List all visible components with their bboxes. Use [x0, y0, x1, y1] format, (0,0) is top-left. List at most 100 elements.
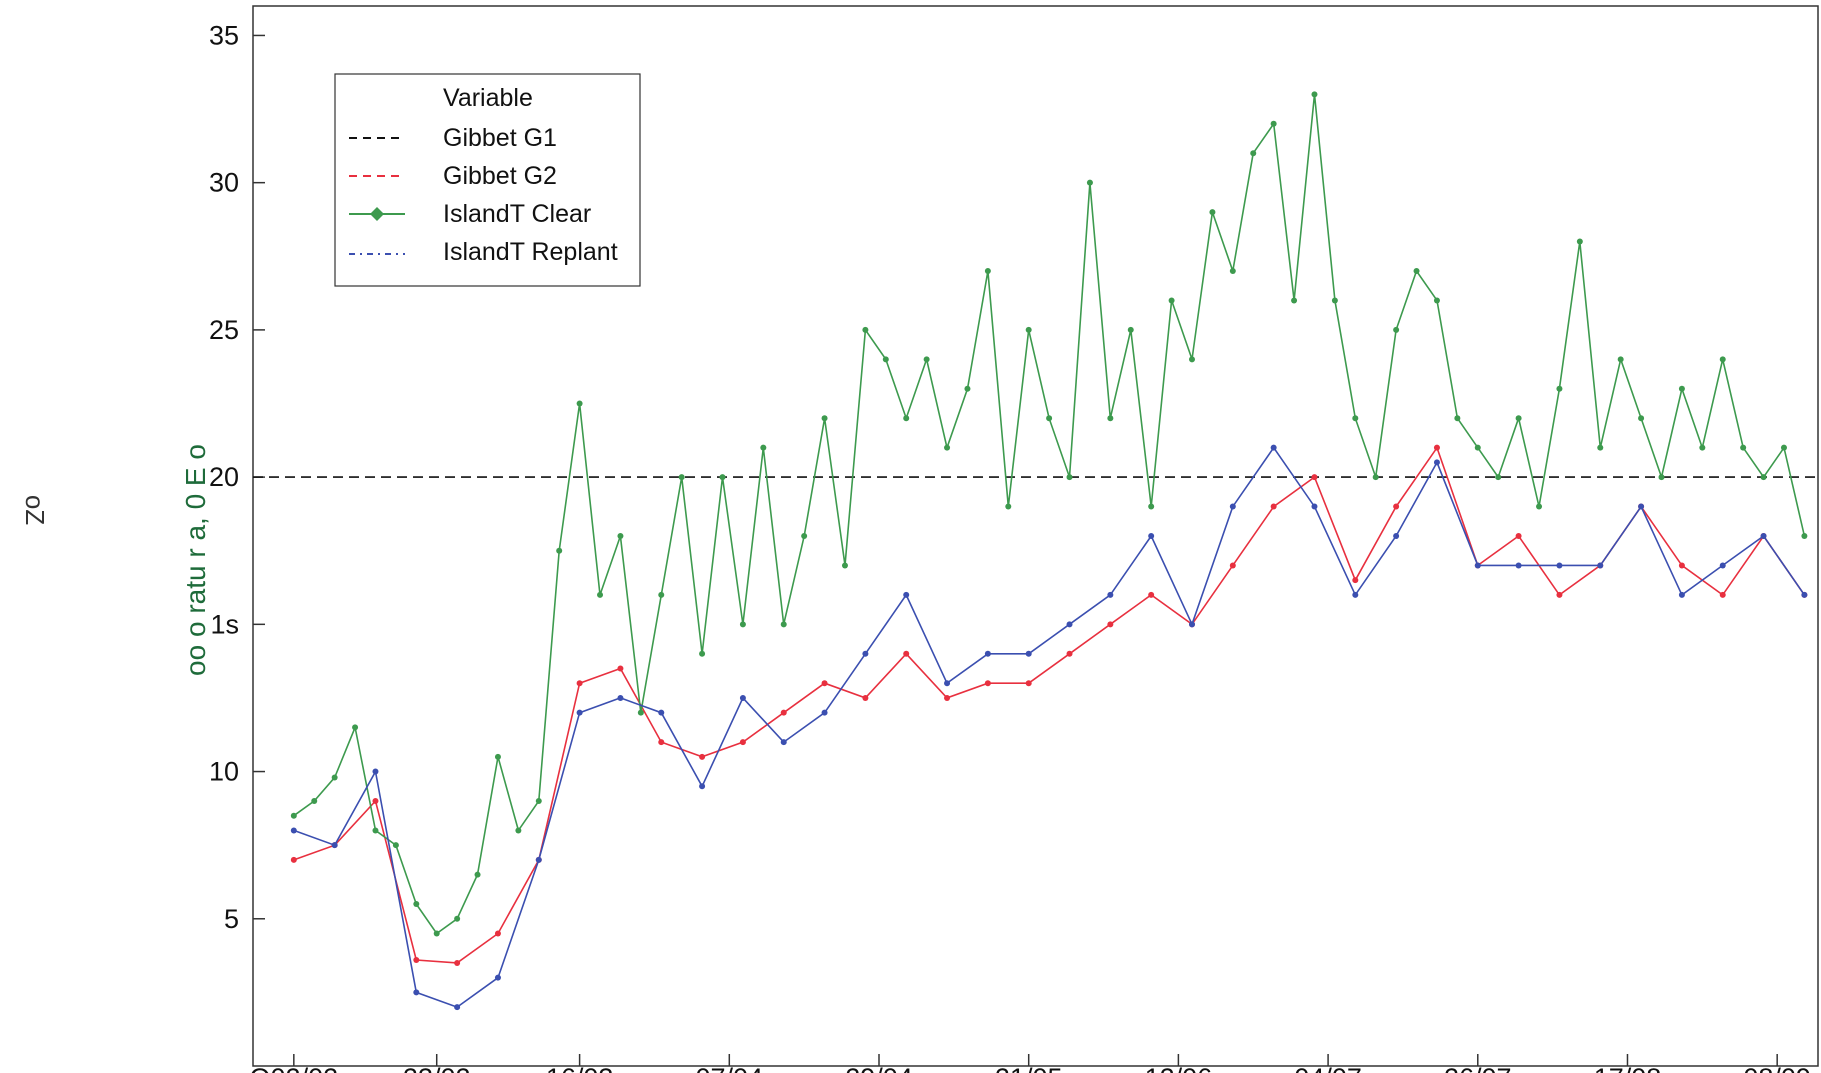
point-gibbet-g2-25 [1311, 474, 1318, 481]
point-gibbet-g2-10 [699, 753, 706, 760]
point-islandt-clear-70 [1719, 356, 1726, 363]
point-islandt-clear-42 [1148, 503, 1155, 510]
point-islandt-clear-69 [1699, 444, 1706, 451]
series-line-gibbet-g2 [293, 445, 1806, 964]
point-islandt-clear-17 [637, 709, 644, 716]
point-islandt-clear-22 [739, 621, 746, 628]
point-gibbet-g2-20 [1107, 621, 1114, 628]
point-islandt-clear-20 [699, 650, 706, 657]
point-islandt-clear-32 [944, 444, 951, 451]
point-islandt-clear-21 [719, 474, 726, 481]
series-line-islandt-replant [293, 446, 1806, 1008]
point-gibbet-g2-31 [1556, 591, 1563, 598]
point-islandt-replant-18 [1025, 650, 1032, 657]
legend-label-gibbet-g2: Gibbet G2 [443, 162, 557, 190]
point-islandt-replant-35 [1719, 562, 1726, 569]
point-gibbet-g2-18 [1025, 680, 1032, 687]
side-mark: oZ [20, 495, 50, 525]
point-islandt-replant-17 [984, 650, 991, 657]
point-gibbet-g2-27 [1393, 503, 1400, 510]
x-tick-label-5: 21/05 [995, 1063, 1063, 1073]
y-tick-label-1: 10 [209, 757, 239, 787]
point-islandt-clear-59 [1495, 474, 1502, 481]
point-gibbet-g2-35 [1719, 591, 1726, 598]
point-islandt-clear-12 [535, 798, 542, 804]
point-islandt-clear-58 [1474, 444, 1481, 451]
legend-label-islandt-clear: IslandT Clear [443, 200, 591, 228]
point-islandt-replant-25 [1311, 503, 1318, 510]
point-islandt-clear-10 [494, 753, 501, 760]
plot-area: 5 10 1s 20 25 30 35 O02/02 23/02 16/03 07/04 29/04… [209, 5, 1819, 1073]
point-gibbet-g2-24 [1270, 503, 1277, 510]
point-islandt-clear-60 [1515, 415, 1522, 422]
point-islandt-clear-34 [984, 268, 991, 274]
point-islandt-replant-37 [1801, 591, 1808, 598]
point-gibbet-g2-5 [494, 930, 501, 937]
point-islandt-replant-11 [739, 694, 746, 701]
point-gibbet-g2-26 [1352, 577, 1359, 584]
point-gibbet-g2-4 [454, 959, 461, 966]
series-gibbet-g2 [290, 444, 1808, 966]
point-islandt-clear-27 [841, 562, 848, 569]
point-gibbet-g2-34 [1678, 562, 1685, 569]
point-islandt-clear-38 [1066, 474, 1073, 481]
point-islandt-clear-18 [658, 591, 665, 598]
legend: Variable Gibbet G1 Gibbet G2 IslandT Cle… [334, 73, 641, 287]
point-islandt-clear-16 [617, 533, 624, 539]
series-layer [253, 91, 1818, 1011]
point-gibbet-g2-23 [1229, 562, 1236, 569]
point-islandt-clear-63 [1576, 238, 1583, 245]
legend-entry-islandt-clear: IslandT Clear [349, 200, 591, 228]
point-islandt-replant-10 [699, 783, 706, 790]
point-gibbet-g2-16 [944, 694, 951, 701]
point-islandt-clear-4 [372, 827, 379, 834]
point-islandt-clear-68 [1678, 385, 1685, 392]
point-islandt-replant-6 [535, 856, 542, 863]
point-gibbet-g2-17 [984, 680, 991, 687]
y-tick-label-3: 20 [209, 462, 239, 492]
point-gibbet-g2-8 [617, 665, 624, 672]
point-islandt-replant-23 [1229, 503, 1236, 510]
x-tick-label-1: 23/02 [403, 1063, 471, 1073]
point-islandt-replant-24 [1270, 444, 1277, 451]
point-islandt-clear-44 [1189, 356, 1195, 363]
point-islandt-replant-12 [780, 739, 787, 746]
point-islandt-replant-22 [1189, 621, 1195, 628]
point-islandt-clear-15 [597, 591, 604, 598]
point-gibbet-g2-14 [862, 694, 869, 701]
point-islandt-clear-3 [352, 724, 359, 731]
point-islandt-clear-11 [515, 827, 522, 834]
point-islandt-clear-28 [862, 326, 869, 333]
x-axis: O02/02 23/02 16/03 07/04 29/04 21/05 12/06 04/0… [250, 1054, 1811, 1073]
y-tick-label-6: 35 [209, 20, 239, 50]
point-islandt-clear-7 [433, 930, 440, 937]
point-islandt-clear-29 [882, 356, 889, 363]
point-gibbet-g2-19 [1066, 650, 1073, 657]
point-gibbet-g2-13 [821, 680, 828, 687]
legend-label-islandt-replant: IslandT Replant [443, 238, 618, 266]
point-islandt-clear-54 [1393, 326, 1400, 333]
point-islandt-clear-74 [1801, 533, 1808, 539]
point-islandt-clear-2 [331, 774, 338, 781]
x-tick-label-6: 12/06 [1145, 1063, 1213, 1073]
legend-entry-islandt-replant: IslandT Replant [349, 238, 618, 266]
point-islandt-replant-29 [1474, 562, 1481, 569]
point-islandt-replant-34 [1678, 591, 1685, 598]
legend-entry-gibbet-g1: Gibbet G1 [349, 124, 557, 152]
x-tick-label-7: 04/07 [1294, 1063, 1362, 1073]
point-islandt-replant-2 [372, 768, 379, 775]
point-islandt-replant-30 [1515, 562, 1522, 569]
point-islandt-clear-72 [1760, 474, 1767, 481]
point-islandt-replant-4 [454, 1004, 461, 1011]
x-tick-label-0: O02/02 [250, 1063, 339, 1073]
point-islandt-clear-39 [1086, 179, 1093, 186]
point-islandt-clear-45 [1209, 209, 1216, 216]
point-gibbet-g2-9 [658, 739, 665, 746]
point-gibbet-g2-12 [780, 709, 787, 716]
y-tick-label-4: 25 [209, 315, 239, 345]
point-islandt-replant-15 [903, 591, 910, 598]
y-axis-label: oo o ratu r a, 0 E o [180, 444, 211, 676]
legend-title: Variable [443, 84, 533, 112]
point-islandt-clear-1 [311, 798, 318, 804]
